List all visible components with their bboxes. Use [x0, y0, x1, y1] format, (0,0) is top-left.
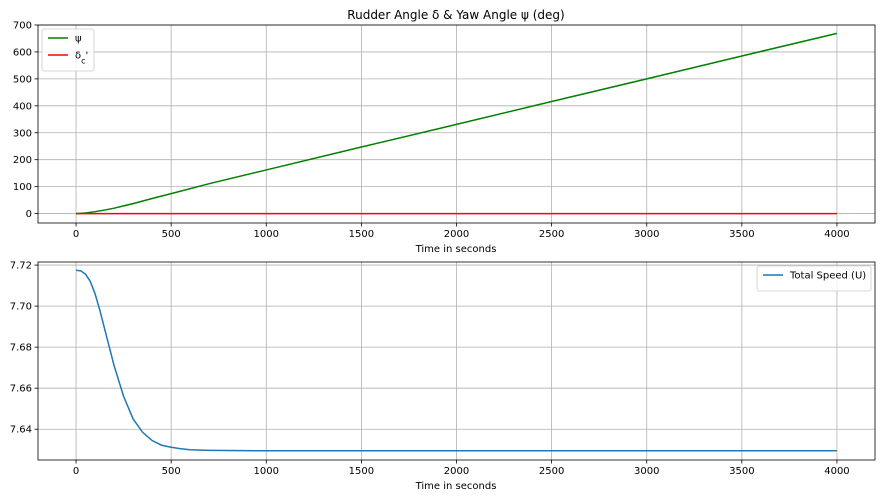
series-line-0: [75, 269, 837, 452]
x-axis-label: Time in seconds: [415, 244, 497, 255]
y-tick-label: 7.72: [10, 261, 32, 272]
legend-label: Total Speed (U): [789, 271, 866, 282]
x-tick-label: 2500: [539, 466, 564, 477]
x-tick-label: 3500: [729, 466, 754, 477]
legend-box: [41, 28, 95, 72]
x-tick-label: 3500: [729, 229, 754, 240]
legend-box: [756, 265, 872, 292]
tick-group: 0 500 1000 1500 2000 2500 3000 3500 4000 7.64 7.66…: [10, 261, 850, 477]
total-speed-chart: 0 500 1000 1500 2000 2500 3000 3500 4000 7.64 7.66…: [10, 261, 876, 492]
x-tick-label: 0: [73, 466, 79, 477]
y-tick-label: 400: [13, 101, 32, 112]
series-line-0: [76, 32, 838, 215]
legend-label: δc': [75, 51, 88, 66]
y-tick-label: 700: [13, 21, 32, 32]
y-tick-label: 7.64: [10, 425, 32, 436]
y-tick-label: 7.66: [10, 384, 32, 395]
x-tick-label: 1500: [349, 466, 374, 477]
x-tick-label: 500: [162, 466, 181, 477]
chart-title: Rudder Angle δ & Yaw Angle ψ (deg): [347, 8, 564, 22]
series-group: [75, 269, 837, 452]
x-tick-label: 0: [73, 229, 79, 240]
x-tick-label: 1000: [254, 229, 279, 240]
y-tick-label: 7.70: [10, 302, 32, 313]
x-tick-label: 2000: [444, 229, 469, 240]
x-tick-label: 3000: [634, 229, 659, 240]
x-tick-label: 1000: [254, 466, 279, 477]
x-tick-label: 3000: [634, 466, 659, 477]
yaw-rudder-chart: Rudder Angle δ & Yaw Angle ψ (deg) 0 500 1…: [13, 8, 876, 255]
legend: ψ δc': [41, 28, 95, 72]
y-tick-label: 0: [26, 209, 32, 220]
y-tick-label: 500: [13, 74, 32, 85]
y-tick-label: 7.68: [10, 343, 32, 354]
x-tick-label: 4000: [824, 466, 849, 477]
x-tick-label: 4000: [824, 229, 849, 240]
tick-group: 0 500 1000 1500 2000 2500 3000 3500 4000 0 100 200 3…: [13, 21, 850, 241]
x-tick-label: 2500: [539, 229, 564, 240]
series-group: [76, 32, 838, 215]
y-tick-label: 200: [13, 155, 32, 166]
legend: Total Speed (U): [756, 265, 872, 292]
legend-label: ψ: [75, 34, 82, 45]
x-tick-label: 1500: [349, 229, 374, 240]
x-axis-label: Time in seconds: [415, 481, 497, 492]
y-tick-label: 100: [13, 182, 32, 193]
y-tick-label: 600: [13, 47, 32, 58]
x-tick-label: 500: [162, 229, 181, 240]
grid: [38, 262, 875, 460]
x-tick-label: 2000: [444, 466, 469, 477]
y-tick-label: 300: [13, 128, 32, 139]
